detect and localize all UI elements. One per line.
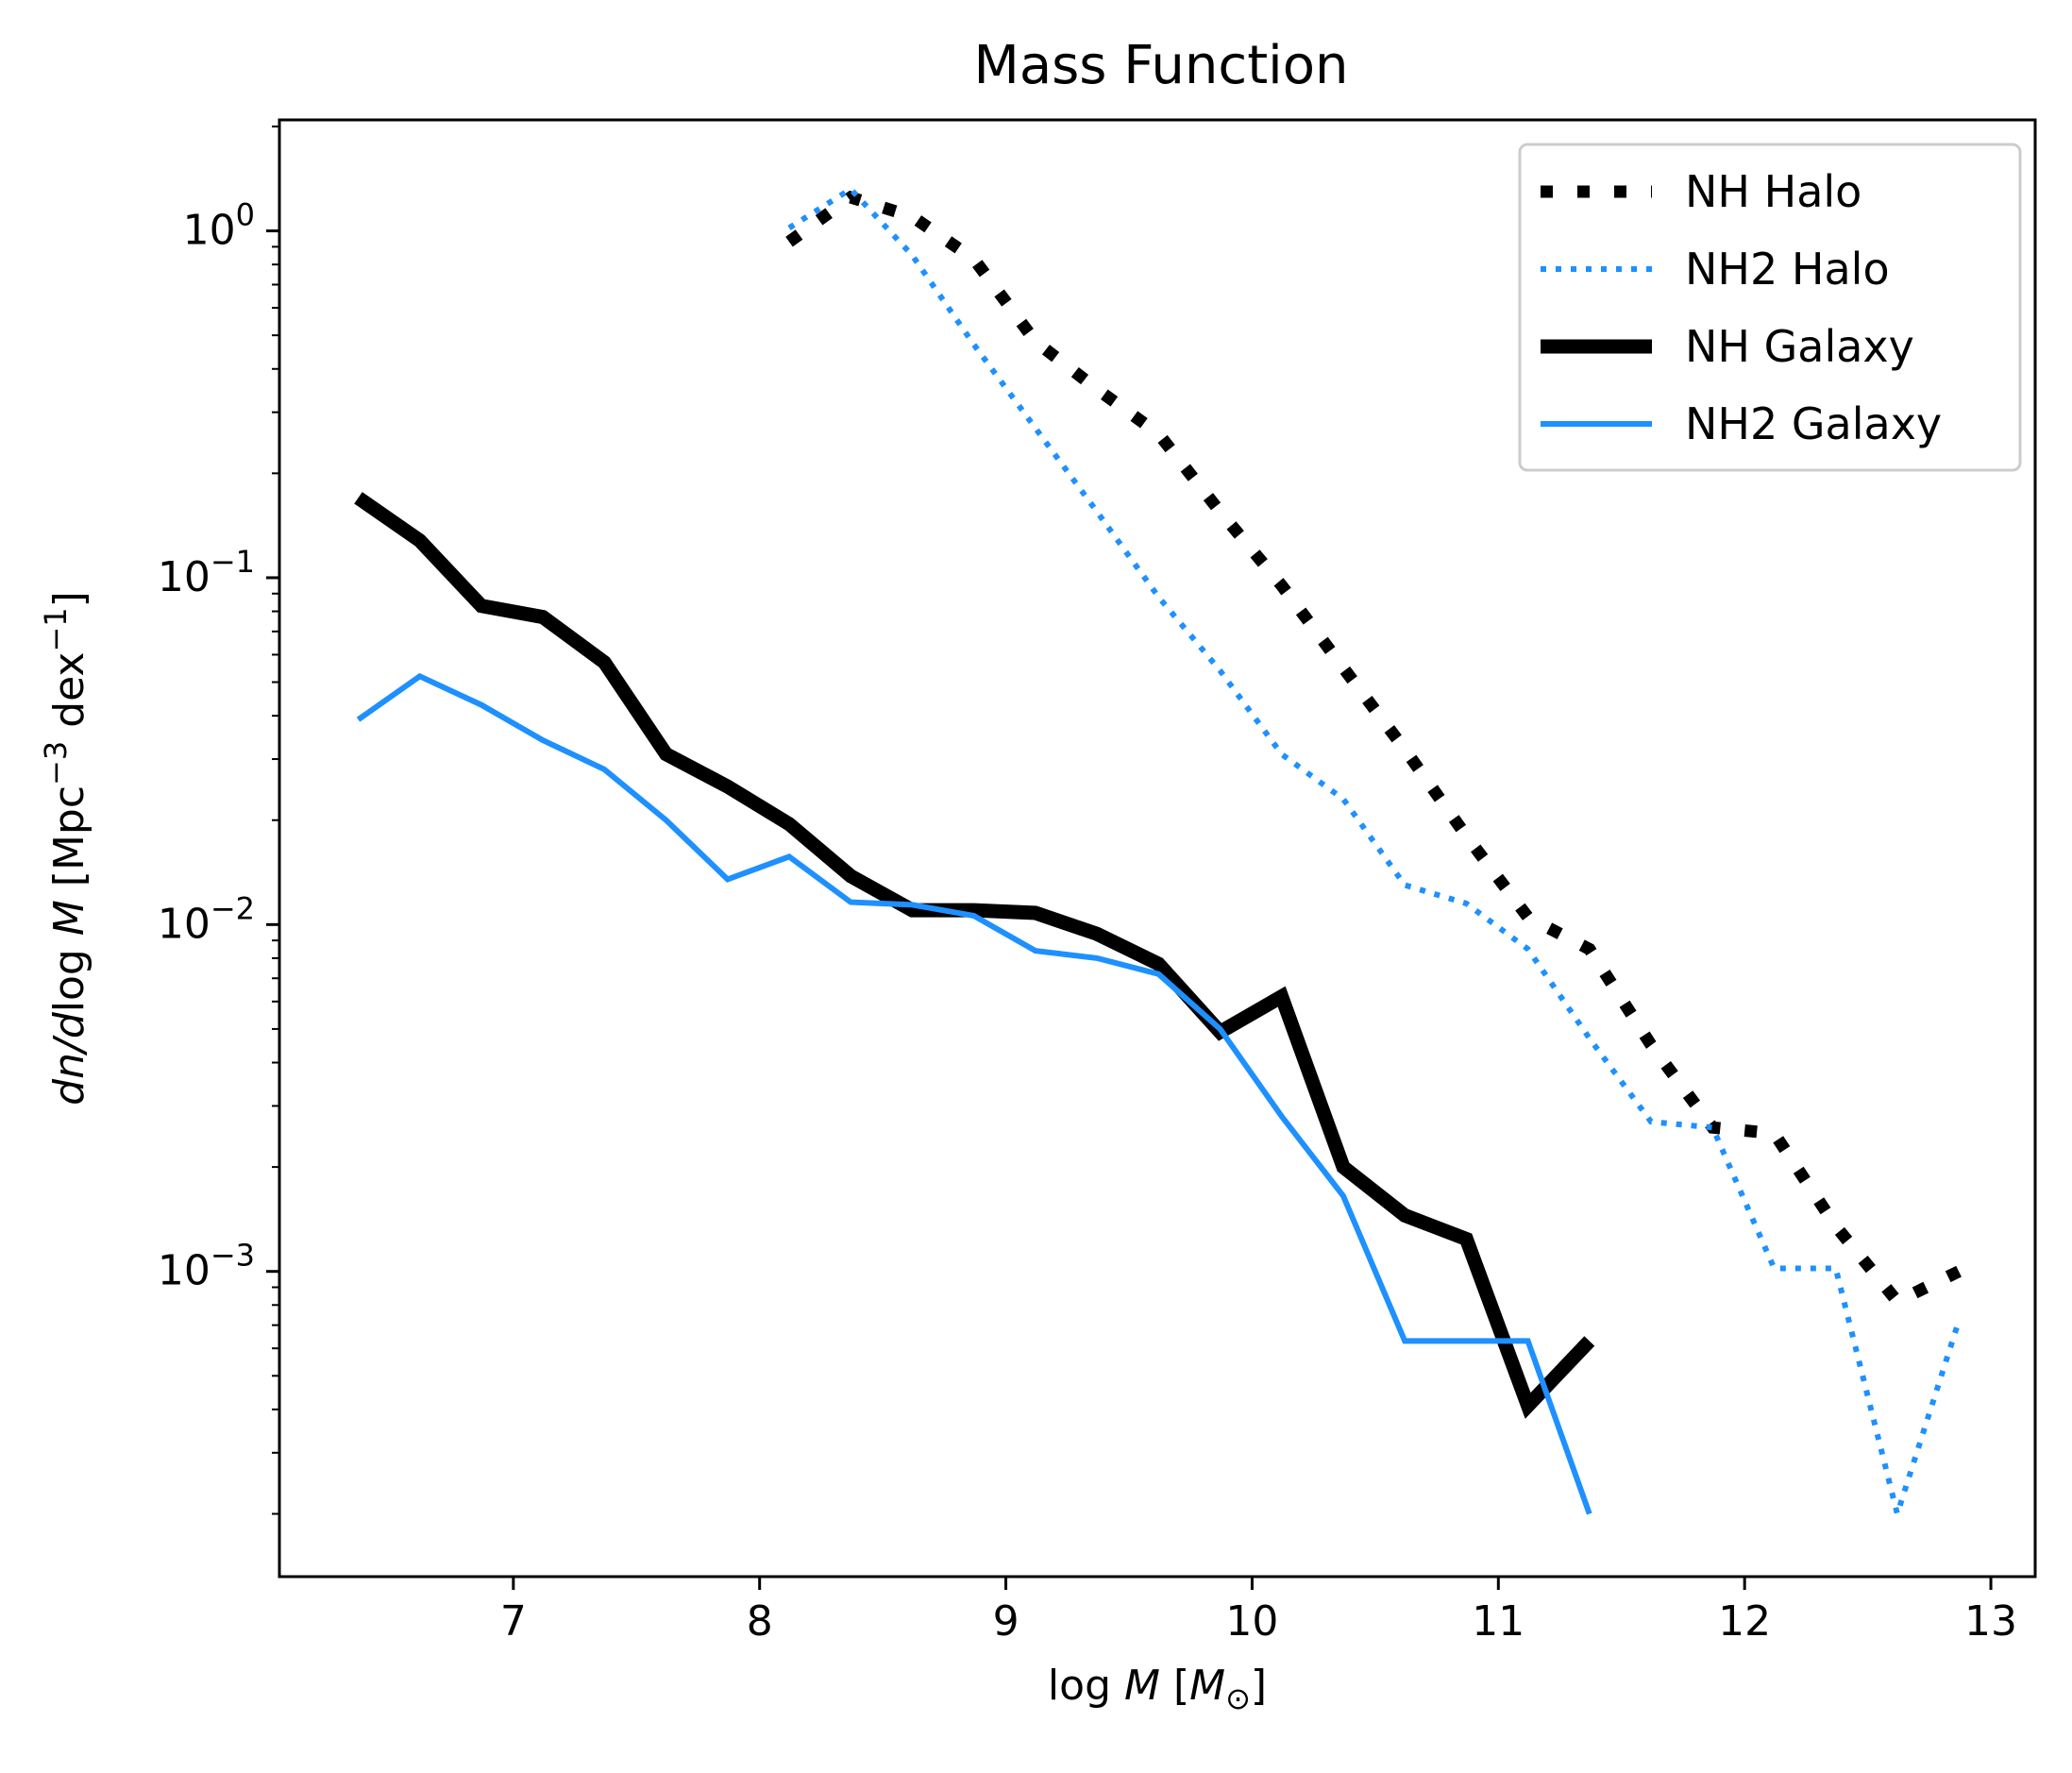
x-tick-label-6: 13 bbox=[1964, 1597, 2017, 1646]
series-line-nh-galaxy bbox=[354, 492, 1595, 1419]
x-axis-label: log M [M⊙] bbox=[1048, 1662, 1267, 1716]
legend-label-3: NH2 Galaxy bbox=[1685, 398, 1942, 449]
series-line-nh2-galaxy bbox=[356, 672, 1592, 1515]
y-tick-label-2: 10−2 bbox=[158, 890, 255, 948]
legend: NH Halo NH2 Halo NH Galaxy NH2 Galaxy bbox=[1518, 143, 2022, 472]
y-tick-label-1: 10−1 bbox=[158, 544, 255, 601]
legend-box bbox=[1518, 143, 2022, 472]
plot-frame bbox=[278, 118, 2037, 1579]
x-tick-label-4: 11 bbox=[1472, 1597, 1525, 1646]
x-tick-label-0: 7 bbox=[500, 1597, 527, 1646]
legend-label-0: NH Halo bbox=[1685, 166, 1861, 217]
axis-labels: 7 8 9 10 11 12 13 100 10−1 10−2 10−3 log M [M⊙] dn/d… bbox=[38, 197, 2017, 1716]
legend-label-1: NH2 Halo bbox=[1685, 244, 1890, 295]
x-tick-label-1: 8 bbox=[747, 1597, 773, 1646]
chart-title: Mass Function bbox=[974, 35, 1349, 96]
y-tick-label-0: 100 bbox=[183, 197, 255, 255]
x-tick-label-5: 12 bbox=[1718, 1597, 1771, 1646]
x-tick-label-3: 10 bbox=[1225, 1597, 1278, 1646]
series-line-nh-halo bbox=[785, 190, 1962, 1309]
legend-label-2: NH Galaxy bbox=[1685, 321, 1914, 372]
y-axis-label: dn/dlog M [Mpc−3 dex−1] bbox=[38, 591, 93, 1106]
y-tick-label-3: 10−3 bbox=[158, 1238, 255, 1295]
series-lines bbox=[354, 185, 1962, 1525]
axis-ticks bbox=[266, 125, 1993, 1590]
x-tick-label-2: 9 bbox=[993, 1597, 1019, 1646]
series-line-nh2-halo bbox=[787, 185, 1962, 1525]
